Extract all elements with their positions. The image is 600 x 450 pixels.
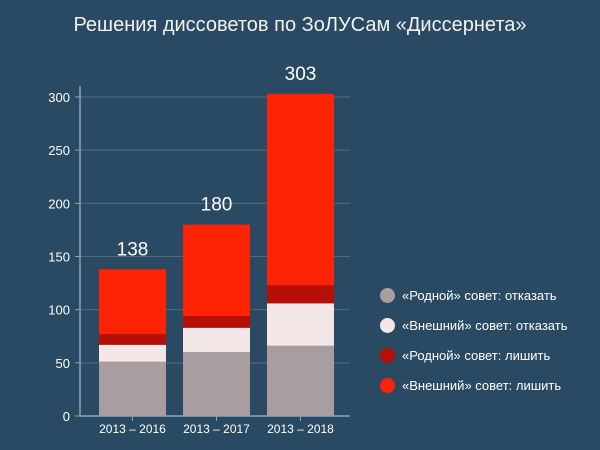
bar-segment — [267, 345, 334, 416]
x-category-label: 2013 – 2017 — [183, 422, 250, 436]
bar-segment — [99, 344, 166, 362]
legend-label: «Родной» совет: отказать — [402, 287, 557, 303]
bar-segment — [183, 224, 250, 317]
y-tick-label: 300 — [48, 90, 70, 105]
x-category-label: 2013 – 2016 — [99, 422, 166, 436]
total-label: 138 — [117, 239, 149, 260]
bar-segment — [267, 93, 334, 286]
bar-segment — [183, 352, 250, 416]
x-axis-labels: 2013 – 2016 2013 – 2017 2013 – 2018 — [99, 416, 334, 436]
y-axis-ticks: 0 50 100 150 200 250 300 — [48, 90, 80, 424]
total-labels: 138 180 303 — [117, 64, 317, 260]
legend-item: «Внешний» совет: лишить — [380, 370, 567, 400]
bar-segment — [183, 327, 250, 353]
y-tick-label: 100 — [48, 303, 70, 318]
total-label: 303 — [285, 64, 317, 85]
legend-label: «Родной» совет: лишить — [402, 347, 551, 363]
legend-label: «Внешний» совет: лишить — [402, 377, 562, 393]
bar-segment — [99, 334, 166, 345]
bar-segment — [99, 269, 166, 335]
legend: «Родной» совет: отказать «Внешний» совет:… — [380, 280, 567, 400]
y-tick-label: 50 — [56, 356, 70, 371]
bar-segment — [99, 361, 166, 416]
chart-title: Решения диссоветов по ЗоЛУСам «Диссернет… — [73, 14, 527, 36]
legend-label: «Внешний» совет: отказать — [402, 317, 568, 333]
legend-item: «Родной» совет: отказать — [380, 280, 567, 310]
bars — [99, 93, 334, 416]
legend-swatch — [380, 287, 395, 303]
legend-swatch — [380, 347, 395, 363]
y-tick-label: 150 — [48, 250, 70, 265]
x-category-label: 2013 – 2018 — [267, 422, 334, 436]
legend-item: «Родной» совет: лишить — [380, 340, 567, 370]
y-tick-label: 0 — [63, 409, 70, 424]
y-tick-label: 200 — [48, 196, 70, 211]
legend-swatch — [380, 317, 395, 333]
legend-swatch — [380, 377, 395, 393]
legend-item: «Внешний» совет: отказать — [380, 310, 567, 340]
bar-segment — [183, 316, 250, 328]
bar-segment — [267, 285, 334, 304]
bar-segment — [267, 303, 334, 346]
total-label: 180 — [201, 195, 233, 216]
y-tick-label: 250 — [48, 143, 70, 158]
